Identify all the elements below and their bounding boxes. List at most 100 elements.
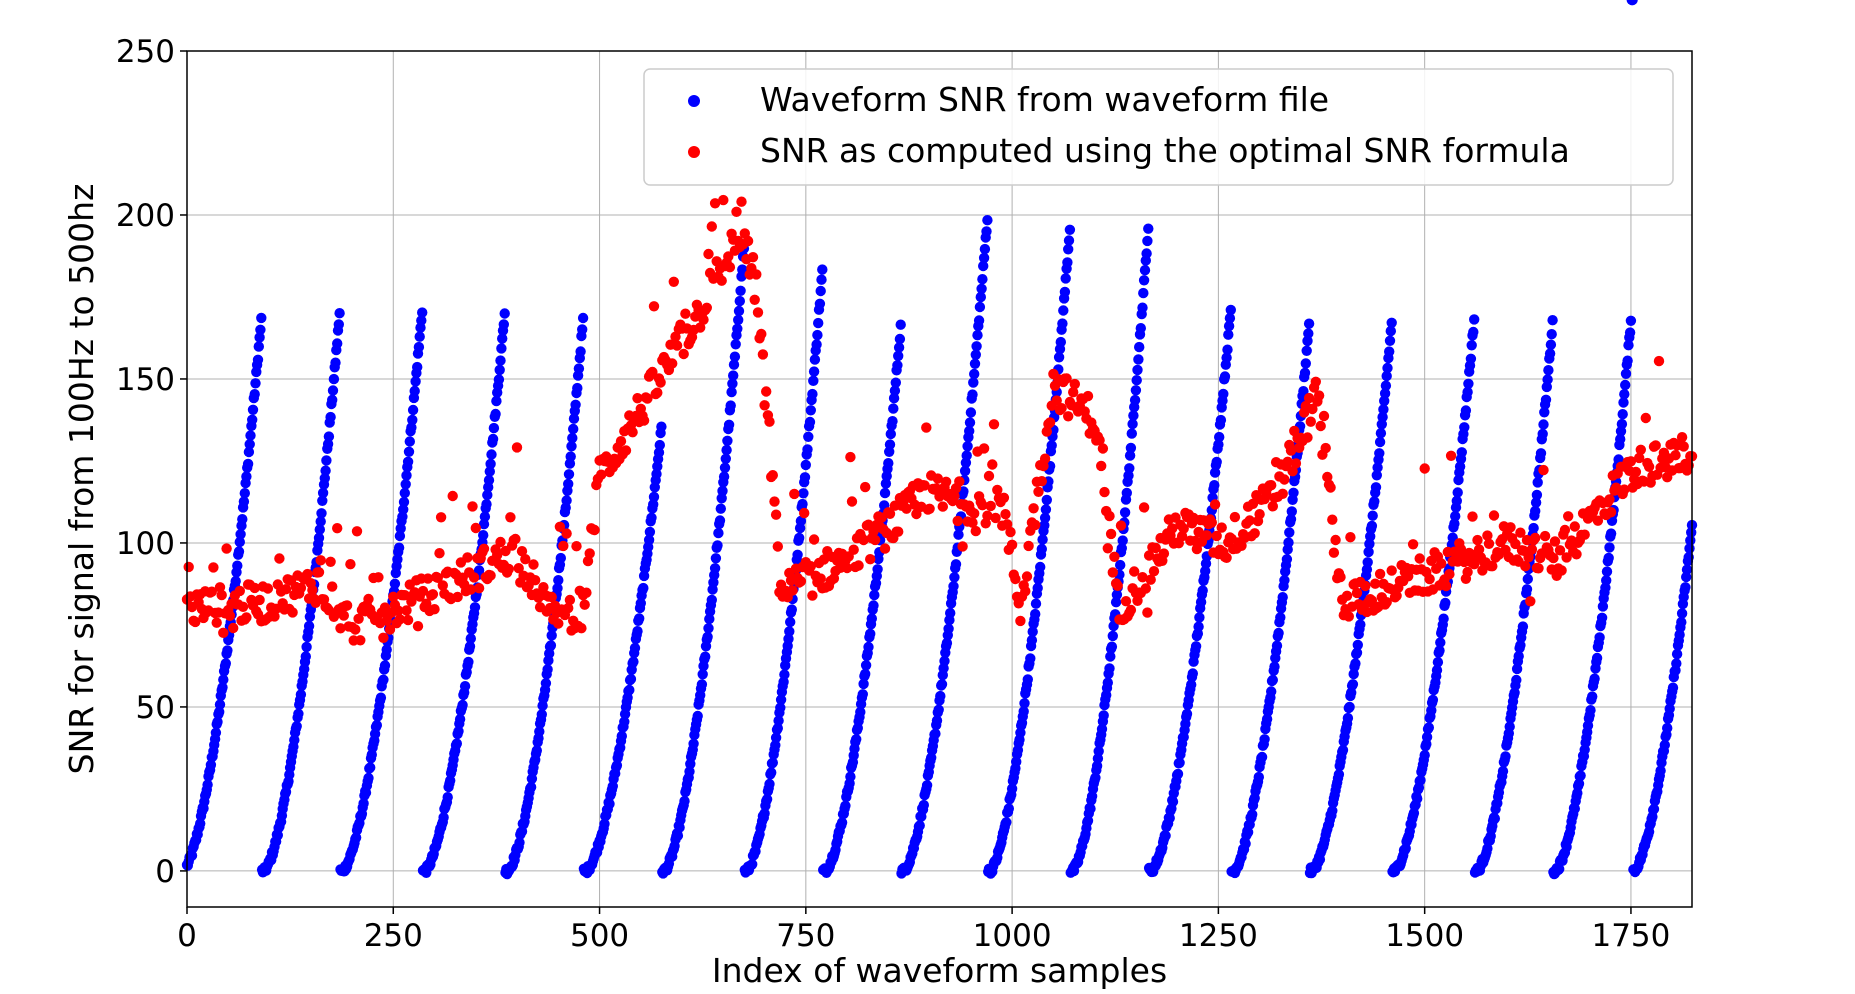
waveform-snr-point [1277, 592, 1288, 603]
optimal-snr-point [1310, 376, 1322, 387]
waveform-snr-point [553, 575, 564, 586]
optimal-snr-point [1107, 567, 1119, 578]
waveform-snr-point [1131, 375, 1142, 386]
waveform-snr-point [1037, 534, 1048, 545]
waveform-snr-point [1382, 362, 1393, 374]
optimal-snr-point [1327, 514, 1338, 525]
waveform-snr-point [1676, 608, 1688, 619]
optimal-snr-point [652, 387, 663, 398]
waveform-snr-point [851, 734, 862, 745]
waveform-snr-point [1141, 248, 1152, 259]
waveform-snr-point [646, 512, 657, 523]
waveform-snr-point [1057, 318, 1068, 329]
waveform-snr-point [363, 772, 374, 784]
waveform-snr-point [1333, 769, 1345, 780]
optimal-snr-point [1145, 574, 1156, 585]
plot-frame [186, 50, 1693, 908]
waveform-snr-point [1001, 817, 1012, 828]
waveform-snr-point [1355, 619, 1366, 630]
waveform-snr-point [454, 714, 466, 725]
optimal-snr-point [893, 526, 904, 537]
optimal-snr-point [208, 562, 219, 573]
plot-border [186, 50, 1693, 908]
waveform-snr-point [1121, 487, 1133, 499]
optimal-snr-point [432, 572, 443, 583]
optimal-snr-point [1069, 378, 1081, 390]
waveform-snr-point [321, 455, 332, 466]
waveform-snr-point [1119, 507, 1131, 518]
waveform-snr-point [1059, 286, 1071, 298]
waveform-snr-point [800, 459, 811, 471]
waveform-snr-point [555, 552, 566, 564]
optimal-snr-point [1640, 412, 1652, 424]
optimal-snr-point [1247, 498, 1259, 509]
waveform-snr-point [1215, 414, 1227, 426]
optimal-snr-point [579, 599, 590, 610]
waveform-snr-point [632, 626, 643, 637]
waveform-snr-point [1659, 739, 1671, 751]
waveform-snr-point [1018, 706, 1029, 717]
optimal-snr-point [1097, 443, 1109, 454]
optimal-snr-point [761, 386, 772, 397]
optimal-snr-point [1102, 543, 1114, 554]
x-tick-label: 1250 [1179, 918, 1258, 954]
waveform-snr-point [865, 628, 876, 639]
waveform-snr-point [1181, 708, 1193, 720]
waveform-snr-point [333, 319, 344, 330]
waveform-snr-point [205, 759, 217, 771]
optimal-snr-point [967, 517, 978, 528]
waveform-snr-point [1240, 838, 1251, 849]
waveform-snr-point [971, 341, 982, 352]
optimal-snr-point [495, 536, 506, 548]
waveform-snr-point [334, 308, 345, 319]
waveform-snr-point [1127, 418, 1138, 430]
optimal-snr-point [1643, 461, 1655, 472]
optimal-snr-point [307, 584, 318, 596]
waveform-snr-point [254, 332, 265, 343]
optimal-snr-point [520, 554, 531, 565]
waveform-snr-point [398, 496, 410, 508]
optimal-snr-point [302, 568, 313, 580]
waveform-snr-point [725, 400, 736, 411]
waveform-snr-point [696, 679, 708, 690]
waveform-snr-point [797, 498, 808, 510]
waveform-snr-point [785, 616, 796, 628]
optimal-snr-point [214, 582, 226, 593]
waveform-snr-point [1222, 344, 1233, 355]
waveform-snr-point [1381, 370, 1392, 382]
optimal-snr-point [1473, 544, 1485, 555]
waveform-snr-point [883, 458, 894, 469]
waveform-snr-point [735, 285, 746, 296]
waveform-snr-point [313, 532, 325, 544]
waveform-snr-point [1214, 431, 1225, 443]
waveform-snr-point [1371, 470, 1383, 481]
waveform-snr-point [295, 689, 307, 700]
waveform-snr-point [1053, 352, 1065, 363]
legend-marker-waveform-snr [688, 95, 700, 107]
waveform-snr-point [1058, 305, 1069, 316]
optimal-snr-point [378, 632, 389, 643]
waveform-snr-point [1125, 442, 1137, 454]
waveform-snr-point [1504, 721, 1515, 732]
waveform-snr-point [1003, 803, 1014, 814]
optimal-snr-point [327, 581, 338, 592]
waveform-snr-point [1247, 809, 1258, 820]
optimal-snr-point [998, 492, 1010, 503]
optimal-snr-point [584, 548, 595, 559]
waveform-snr-point [398, 504, 409, 515]
waveform-snr-point [1462, 386, 1473, 398]
waveform-snr-point [1035, 561, 1046, 573]
optimal-snr-point [1285, 445, 1297, 456]
waveform-snr-point [1300, 358, 1312, 369]
waveform-snr-point [1327, 805, 1338, 816]
waveform-snr-point [894, 333, 906, 345]
waveform-snr-point [939, 655, 950, 667]
waveform-snr-point [869, 589, 880, 601]
waveform-snr-point [726, 386, 737, 398]
waveform-snr-point [491, 395, 502, 407]
waveform-snr-point [1449, 518, 1460, 529]
optimal-snr-point [1191, 543, 1203, 555]
waveform-snr-point [202, 779, 213, 790]
waveform-snr-point [1032, 582, 1043, 594]
waveform-snr-point [1620, 368, 1632, 379]
